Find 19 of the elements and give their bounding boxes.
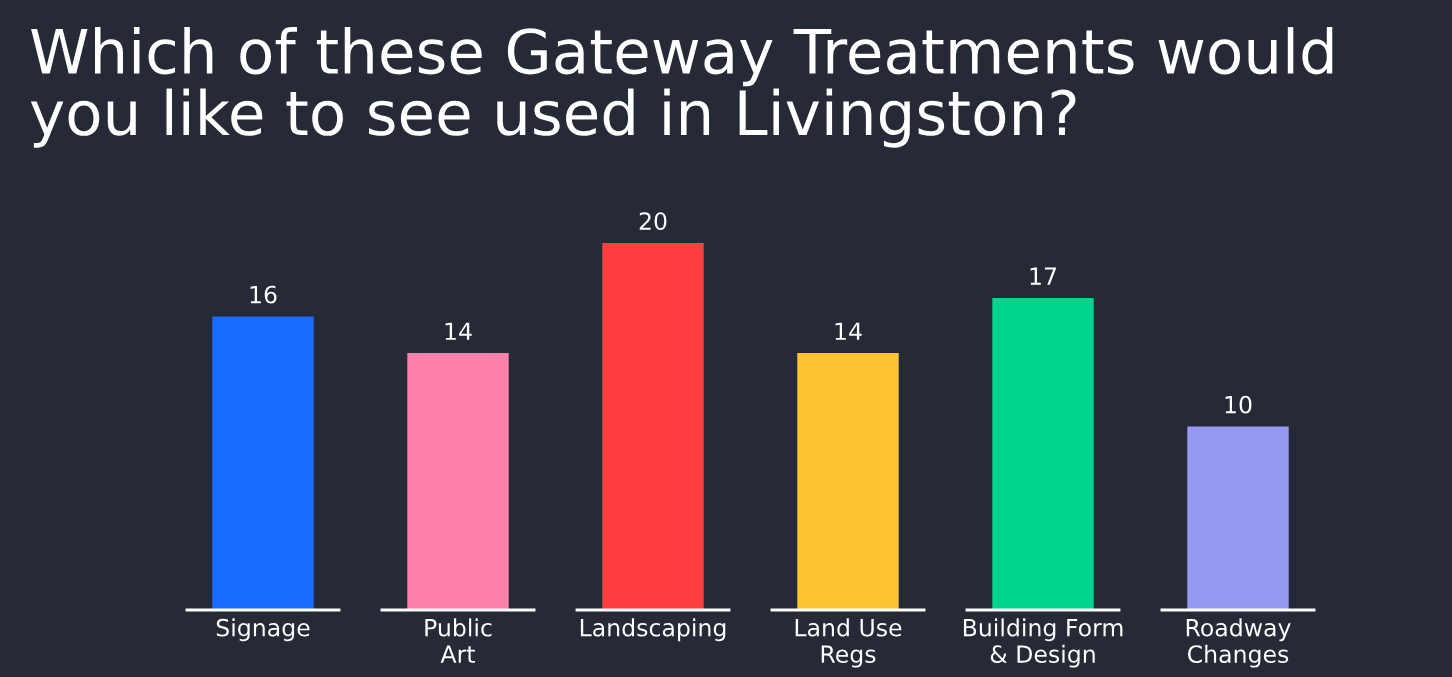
data-label: 20 (639, 212, 667, 231)
x-tick-label: Land Use Regs (795, 618, 902, 668)
bar (212, 316, 314, 610)
bar (992, 298, 1094, 610)
data-label: 14 (445, 322, 472, 340)
x-tick-label: Landscaping (580, 618, 726, 642)
x-tick-label: Public Art (425, 618, 492, 663)
bar (797, 353, 899, 610)
data-label: 14 (835, 322, 862, 340)
bar (1187, 426, 1289, 610)
data-label: 10 (1225, 395, 1252, 414)
data-label: 16 (250, 285, 277, 304)
bar (602, 243, 704, 610)
x-tick-label: Building Form & Design (963, 618, 1123, 668)
data-label: 17 (1030, 267, 1056, 285)
x-tick-label: Signage (216, 618, 310, 642)
x-tick-label: Roadway Changes (1186, 618, 1291, 668)
bar (407, 353, 509, 610)
chart-title: Which of these Gateway Treatments would you like to see used in Livingston? (30, 27, 1333, 148)
